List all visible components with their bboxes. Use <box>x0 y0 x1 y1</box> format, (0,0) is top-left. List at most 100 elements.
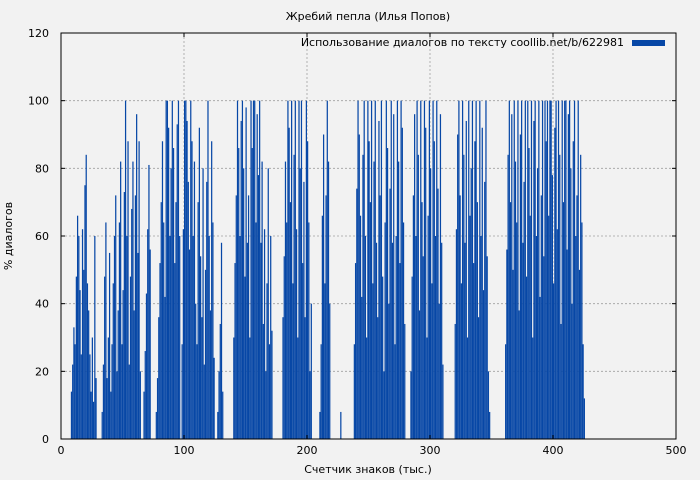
chart-title: Жребий пепла (Илья Попов) <box>286 10 450 23</box>
bar <box>568 100 571 440</box>
bar <box>521 100 523 440</box>
bar <box>235 195 237 439</box>
bar <box>256 114 258 439</box>
bar <box>80 354 82 439</box>
bar <box>412 195 415 439</box>
bar <box>484 181 486 439</box>
bar <box>470 168 472 440</box>
bar <box>257 175 260 439</box>
bar <box>399 263 401 439</box>
y-axis-label: % диалогов <box>2 202 15 270</box>
bar <box>575 236 577 439</box>
x-tick-label: 100 <box>174 444 195 457</box>
bar <box>466 337 469 439</box>
bar <box>75 276 77 439</box>
bar <box>106 378 108 439</box>
bar <box>218 371 220 439</box>
bar <box>169 236 171 439</box>
bar <box>555 100 557 440</box>
bar <box>286 222 288 439</box>
bar <box>479 100 481 440</box>
bar <box>132 161 134 440</box>
bar <box>176 124 178 439</box>
bar <box>507 154 509 440</box>
bar <box>161 141 164 439</box>
bar <box>362 154 364 440</box>
bar <box>509 202 512 439</box>
bar <box>245 107 247 439</box>
bar-series <box>70 100 585 440</box>
bar <box>457 134 459 439</box>
bar <box>268 344 271 439</box>
bar <box>265 371 267 439</box>
bar <box>155 411 157 439</box>
bar <box>143 391 145 439</box>
bar <box>441 242 443 439</box>
bar <box>421 202 423 439</box>
bar <box>73 327 75 439</box>
bar <box>486 256 488 439</box>
bar <box>294 100 296 440</box>
bar <box>179 236 181 439</box>
bar <box>324 283 326 439</box>
bar <box>319 411 321 439</box>
bar <box>104 276 106 439</box>
bar <box>201 317 203 439</box>
bar <box>300 100 303 440</box>
bar <box>249 337 251 439</box>
bar <box>123 192 125 439</box>
bar <box>304 317 306 439</box>
bar <box>410 371 412 439</box>
bar <box>112 283 114 439</box>
bar <box>192 236 194 439</box>
bar <box>573 100 576 440</box>
bar <box>185 100 187 440</box>
bar <box>138 141 140 439</box>
bar <box>203 364 205 439</box>
bar <box>395 236 397 439</box>
bar <box>165 100 167 440</box>
bar <box>246 242 248 439</box>
bar <box>292 283 294 439</box>
bar <box>549 100 551 440</box>
bar <box>326 100 328 440</box>
bar <box>299 168 301 440</box>
bar <box>188 249 191 439</box>
bar <box>482 290 485 439</box>
axis-ticks: 0 100 200 300 400 500 0 20 40 60 80 100 120 <box>28 27 687 457</box>
bar <box>434 236 437 439</box>
bar <box>127 141 129 439</box>
bar <box>404 323 406 439</box>
bar <box>514 161 517 440</box>
bar <box>159 263 161 439</box>
bar <box>480 236 482 439</box>
bar <box>388 303 390 439</box>
y-tick-label: 120 <box>28 27 49 40</box>
bar <box>540 195 542 439</box>
bar <box>353 344 355 439</box>
bar <box>522 242 524 439</box>
bar <box>90 391 92 439</box>
bar <box>198 127 200 439</box>
bar <box>553 283 555 439</box>
bar <box>193 161 196 440</box>
bar <box>460 283 462 439</box>
bar <box>545 141 547 439</box>
bar <box>213 357 215 439</box>
bar <box>425 127 427 439</box>
bar <box>108 252 111 439</box>
bar <box>81 229 84 439</box>
bar <box>126 236 128 439</box>
bar <box>390 100 392 440</box>
bar <box>358 134 360 439</box>
bar <box>116 371 118 439</box>
bar <box>572 141 574 439</box>
bar <box>133 310 135 439</box>
bar <box>211 141 213 439</box>
bar <box>356 188 358 439</box>
bar <box>85 154 87 440</box>
bar <box>383 371 385 439</box>
bar <box>367 100 369 440</box>
bar <box>247 195 250 439</box>
bar <box>537 168 539 440</box>
